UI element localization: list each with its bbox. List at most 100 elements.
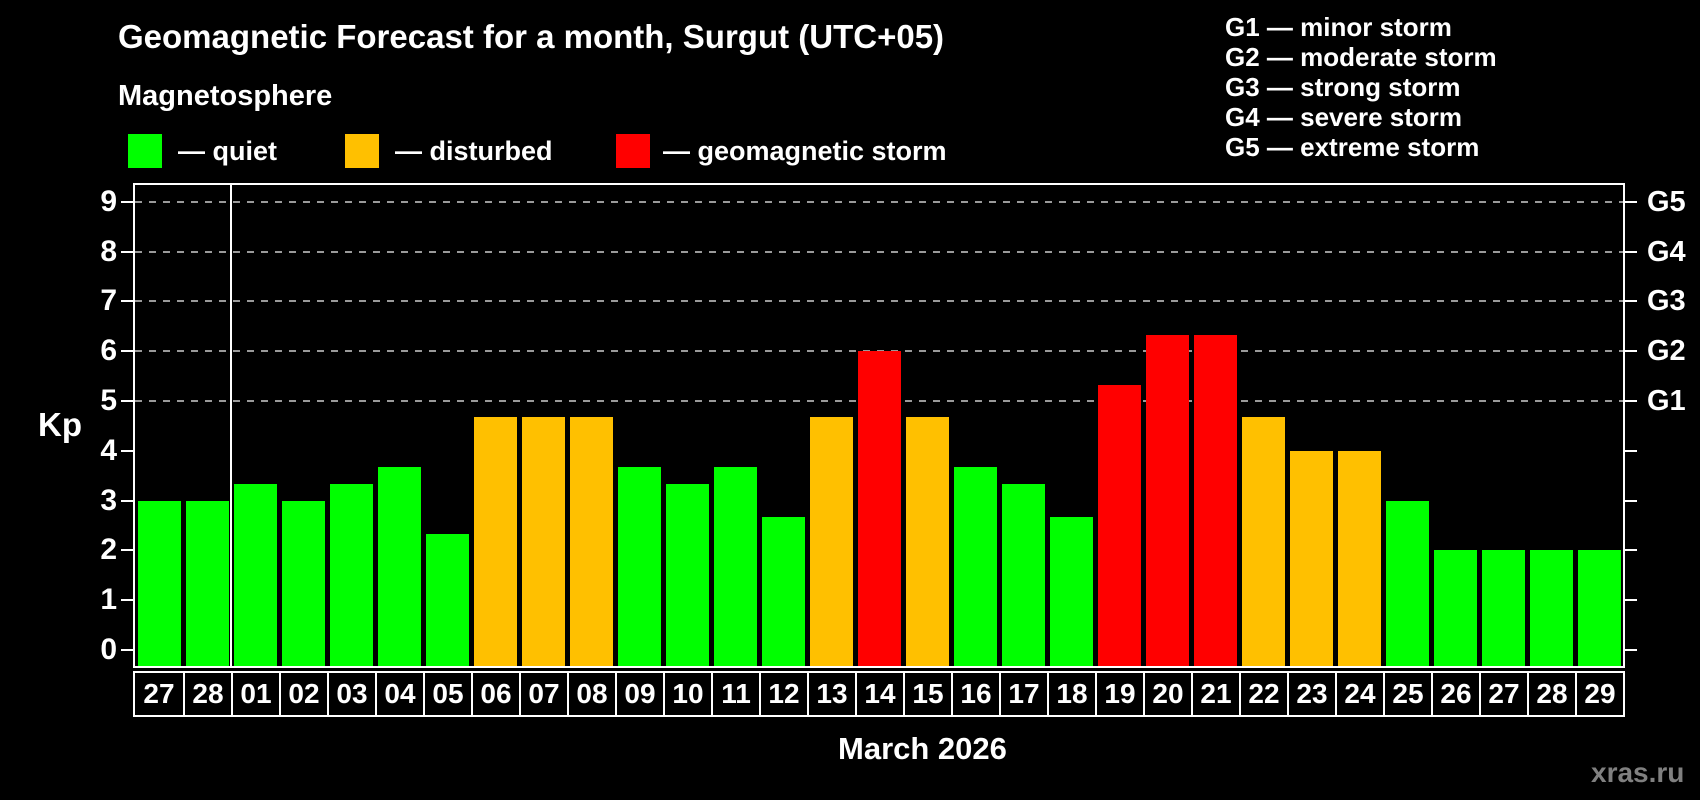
day-label-06: 06 [471,673,519,715]
day-label-17: 17 [999,673,1047,715]
day-label-27: 27 [143,678,175,709]
g-level-label-g2: G2 [1647,335,1686,368]
day-label-28: 28 [183,673,231,715]
day-label-09: 09 [615,673,663,715]
kp-tick-label-0: 0 [100,633,117,666]
kp-tick-left-1 [121,599,133,602]
kp-tick-label-1: 1 [100,583,117,617]
g4-legend-line: G4 — severe storm [1225,102,1463,132]
kp-bar-day-12 [761,517,805,666]
day-label-19: 19 [1095,673,1143,715]
kp-tick-label-6: 6 [100,334,117,368]
kp-bar-day-05 [425,533,469,666]
day-label-16: 16 [951,673,999,715]
kp-tick-label-4: 4 [100,433,117,467]
day-label-08: 08 [567,673,615,715]
day-label-07: 07 [519,673,567,715]
kp-9-gridline [135,200,1623,203]
kp-bar-day-22 [1241,417,1285,666]
day-label-21: 21 [1191,673,1239,715]
kp-bar-day-26 [1433,550,1477,666]
kp-bar-day-06 [473,417,517,666]
kp-bar-day-04 [377,467,421,666]
kp-tick-left-4 [121,449,133,452]
kp-tick-left-5 [121,400,133,402]
storm-legend-label: — geomagnetic storm [663,136,947,166]
day-label-20: 20 [1143,673,1191,715]
kp-bar-day-15 [905,417,949,666]
kp-tick-right-5 [1625,400,1637,402]
day-label-15: 15 [903,673,951,715]
g-scale-legend: G1 — minor storm G2 — moderate storm G3 … [1225,12,1497,162]
kp-bar-day-18 [1049,517,1093,666]
kp-tick-right-1 [1625,599,1637,602]
xras-watermark: xras.ru [1591,757,1685,788]
kp-bar-day-25 [1385,500,1429,666]
g1-legend-line: G1 — minor storm [1225,12,1452,42]
kp-bar-day-28 [1529,550,1573,666]
plot-area: 0 1 2 3 4 5 G1 6 G2 7 G3 8 G4 9 G5 [100,183,1686,668]
kp-bar-day-21 [1193,334,1237,666]
kp-tick-label-5: 5 [100,384,117,417]
day-label-02: 02 [279,673,327,715]
kp-tick-right-3 [1625,499,1637,502]
kp-8-gridline [135,250,1623,253]
day-label-28: 28 [1527,673,1575,715]
day-label-12: 12 [759,673,807,715]
kp-bar-day-11 [713,467,757,666]
g5-legend-line: G5 — extreme storm [1225,132,1480,162]
kp-bar-day-14 [857,351,901,666]
day-label-10: 10 [663,673,711,715]
kp-tick-left-7 [121,300,133,303]
kp-tick-right-4 [1625,449,1637,452]
kp-bar-day-02 [281,500,325,666]
g3-legend-line: G3 — strong storm [1225,72,1461,102]
g-level-label-g1: G1 [1647,385,1686,417]
kp-tick-left-6 [121,350,133,353]
storm-legend-swatch [616,134,650,168]
day-label-05: 05 [423,673,471,715]
day-label-13: 13 [807,673,855,715]
kp-bar-day-07 [521,417,565,666]
kp-bar-day-01 [233,484,277,666]
kp-tick-label-9: 9 [100,184,117,218]
day-label-29: 29 [1575,673,1623,715]
kp-tick-right-9 [1625,200,1637,203]
kp-tick-right-6 [1625,350,1637,353]
kp-bar-day-16 [953,467,997,666]
kp-tick-left-8 [121,250,133,253]
month-label: March 2026 [838,731,1007,766]
kp-bar-day-13 [809,417,853,666]
disturbed-legend-label: — disturbed [395,136,553,166]
day-label-25: 25 [1383,673,1431,715]
day-label-04: 04 [375,673,423,715]
kp-tick-label-3: 3 [100,483,117,517]
day-label-01: 01 [231,673,279,715]
kp-tick-left-0 [121,649,133,651]
kp-tick-left-9 [121,200,133,203]
kp-bar-day-24 [1337,450,1381,666]
kp-bar-day-27 [137,500,181,666]
day-label-11: 11 [711,673,759,715]
day-label-23: 23 [1287,673,1335,715]
day-label-14: 14 [855,673,903,715]
kp-bar-day-08 [569,417,613,666]
kp-tick-label-7: 7 [100,284,117,318]
kp-bar-day-20 [1145,334,1189,666]
kp-bar-day-19 [1097,384,1141,666]
day-label-row: 27 28 01 02 03 04 05 06 07 08 09 10 11 12 13 14 15 16 17 18… [133,671,1625,717]
day-label-03: 03 [327,673,375,715]
day-label-18: 18 [1047,673,1095,715]
kp-tick-left-3 [121,499,133,502]
quiet-legend-label: — quiet [178,136,277,166]
kp-tick-right-7 [1625,300,1637,303]
day-label-24: 24 [1335,673,1383,715]
g2-legend-line: G2 — moderate storm [1225,42,1497,72]
disturbed-legend-swatch [345,134,379,168]
kp-bar-day-27 [1481,550,1525,666]
quiet-legend-swatch [128,134,162,168]
kp-bar-day-03 [329,484,373,666]
kp-tick-label-2: 2 [100,533,117,567]
g-level-label-g4: G4 [1647,235,1686,268]
